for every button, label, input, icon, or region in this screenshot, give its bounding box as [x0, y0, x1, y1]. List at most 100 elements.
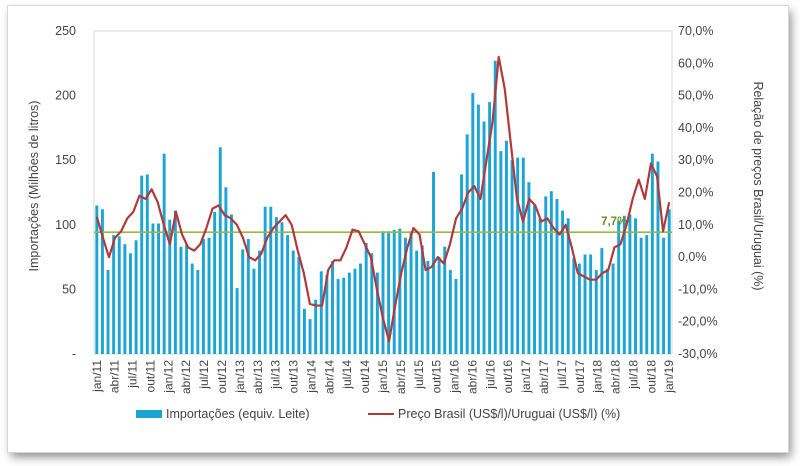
bar — [347, 272, 351, 354]
bar — [246, 239, 250, 354]
chart-frame: 7,7% - 50 100 150 200 250 -30,0% -20,0% -10,0% 0,… — [8, 6, 788, 452]
bar — [628, 214, 632, 354]
bar — [600, 248, 604, 354]
x-tick-label: abr/17 — [537, 360, 551, 394]
bar — [505, 140, 508, 354]
x-tick-label: jan/18 — [591, 360, 605, 394]
bar — [190, 263, 194, 354]
legend-line-label: Preço Brasil (US$/l)/Uruguai (US$/l) (%) — [398, 407, 620, 421]
bar — [302, 308, 306, 354]
bar — [460, 174, 464, 354]
bar — [656, 161, 660, 354]
bar — [162, 153, 166, 354]
bar — [454, 279, 458, 354]
chart: 7,7% - 50 100 150 200 250 -30,0% -20,0% -10,0% 0,… — [27, 24, 765, 421]
bar — [476, 104, 480, 354]
x-tick-label: abr/11 — [108, 360, 122, 393]
y-right-tick-label: -30,0% — [678, 347, 718, 361]
bar — [213, 211, 217, 354]
bar — [415, 250, 419, 354]
bar — [112, 235, 116, 354]
y-right-tick-label: 40,0% — [678, 121, 713, 135]
bar — [117, 236, 121, 354]
bar — [387, 231, 391, 354]
bar — [510, 160, 514, 354]
bar — [353, 268, 357, 354]
bar — [482, 121, 486, 354]
y-right-tick-label: -10,0% — [678, 282, 718, 296]
y-left-tick-label: - — [72, 347, 76, 361]
legend-bar-label: Importações (equiv. Leite) — [166, 407, 310, 421]
x-tick-label: jul/18 — [626, 360, 640, 390]
bar — [426, 260, 430, 354]
bar — [583, 254, 587, 354]
bar — [224, 187, 228, 354]
bar — [516, 157, 520, 354]
price-ratio-line — [95, 55, 671, 343]
bar — [499, 151, 503, 354]
bar — [364, 242, 368, 354]
bar — [561, 210, 565, 354]
x-tick-label: jan/15 — [376, 360, 390, 394]
bar — [471, 93, 475, 355]
bar — [533, 205, 536, 354]
bar — [308, 319, 312, 354]
y-left-tick-label: 100 — [55, 218, 76, 232]
bar — [488, 102, 492, 354]
axis-labels: - 50 100 150 200 250 -30,0% -20,0% -10,0% 0,0% 10,… — [55, 24, 717, 394]
bar — [297, 257, 301, 354]
bar — [465, 134, 469, 354]
x-tick-label: jan/12 — [161, 360, 175, 394]
y-right-tick-label: 50,0% — [678, 89, 713, 103]
bar — [269, 206, 273, 354]
bar — [611, 263, 615, 354]
bar — [409, 231, 413, 354]
bar — [448, 270, 452, 354]
bar — [403, 237, 407, 354]
bar — [342, 277, 346, 354]
bar — [555, 198, 559, 354]
legend: Importações (equiv. Leite) Preço Brasil … — [136, 407, 620, 421]
x-tick-label: jul/16 — [483, 360, 497, 390]
bar — [252, 268, 256, 354]
x-tick-label: out/15 — [430, 360, 444, 394]
y-left-tick-label: 250 — [55, 24, 76, 38]
bar — [443, 246, 447, 354]
bar — [196, 270, 200, 354]
x-tick-label: abr/13 — [251, 360, 265, 394]
x-tick-label: out/17 — [573, 360, 587, 394]
bar — [263, 206, 267, 354]
bar — [662, 237, 666, 354]
x-tick-label: out/13 — [287, 360, 301, 394]
x-tick-label: jul/17 — [555, 360, 569, 390]
bar — [392, 229, 396, 354]
bar — [201, 239, 205, 354]
x-tick-label: abr/12 — [179, 360, 193, 394]
x-tick-label: out/14 — [358, 360, 372, 394]
bar — [544, 196, 548, 354]
bar — [375, 272, 379, 354]
bar — [645, 235, 649, 354]
bar — [123, 244, 127, 354]
x-tick-label: jan/17 — [519, 360, 533, 394]
bar — [258, 250, 261, 354]
y-right-axis-title: Relação de preços Brasil/Uruguai (%) — [751, 81, 765, 290]
x-tick-label: jul/14 — [340, 360, 354, 390]
bar — [179, 246, 183, 354]
bar — [381, 231, 385, 354]
y-right-tick-label: 60,0% — [678, 56, 713, 70]
x-tick-label: jan/16 — [448, 360, 462, 394]
x-tick-label: out/11 — [143, 360, 157, 393]
bar — [157, 223, 160, 354]
y-right-tick-label: -20,0% — [678, 315, 718, 329]
y-left-axis-title: Importações (Milhões de litros) — [27, 101, 41, 272]
reference-line-label: 7,7% — [601, 216, 627, 228]
x-tick-label: out/18 — [644, 360, 658, 394]
bar — [572, 258, 576, 354]
bar — [589, 254, 593, 354]
bar — [129, 253, 132, 354]
x-tick-label: jan/13 — [233, 360, 247, 394]
bar — [521, 157, 525, 354]
bar — [566, 218, 570, 354]
x-tick-label: abr/16 — [465, 360, 479, 394]
